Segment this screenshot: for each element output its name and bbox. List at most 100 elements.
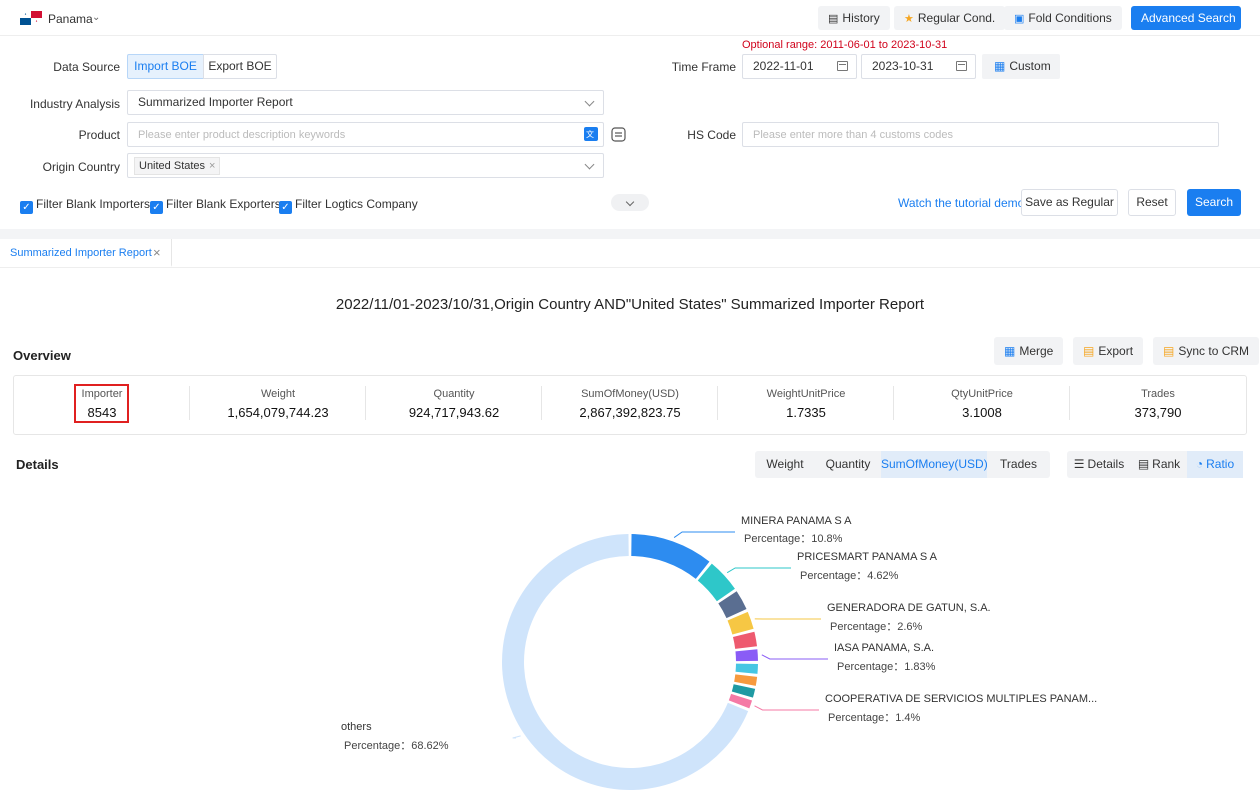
sync-crm-label: Sync to CRM xyxy=(1178,344,1250,358)
list-icon: ☰ xyxy=(1073,457,1085,471)
translate-icon[interactable]: 文 xyxy=(584,127,598,141)
industry-select[interactable]: Summarized Importer Report xyxy=(127,90,604,115)
metric-quantity[interactable]: Quantity xyxy=(825,457,871,471)
stat-label: SumOfMoney(USD) xyxy=(581,388,679,400)
fold-conditions-button[interactable]: ▣ Fold Conditions xyxy=(1004,6,1122,30)
tab-summarized-importer-report[interactable]: Summarized Importer Report × xyxy=(0,239,172,267)
date-to-input[interactable]: 2023-10-31 xyxy=(861,54,976,79)
filter-blank-exporters-checkbox[interactable]: ✓ Filter Blank Exporters xyxy=(150,197,281,214)
fold-conditions-label: Fold Conditions xyxy=(1028,11,1112,25)
stat-value: 1,654,079,744.23 xyxy=(227,405,329,420)
stat-value: 924,717,943.62 xyxy=(408,405,500,420)
pie-slice[interactable] xyxy=(728,693,753,709)
filter-logistics-checkbox[interactable]: ✓ Filter Logtics Company xyxy=(279,197,418,214)
ai-assist-icon[interactable] xyxy=(611,127,626,142)
reset-button[interactable]: Reset xyxy=(1128,189,1176,216)
slice-name-label: GENERADORA DE GATUN, S.A. xyxy=(827,602,991,614)
industry-value: Summarized Importer Report xyxy=(138,95,293,109)
stat-quantity: Quantity 924,717,943.62 xyxy=(366,376,542,434)
time-frame-label: Time Frame xyxy=(671,60,736,74)
stat-divider xyxy=(717,386,718,420)
export-button[interactable]: ▤ Export xyxy=(1073,337,1144,365)
stat-label: Importer xyxy=(81,388,123,400)
merge-button[interactable]: ▦ Merge xyxy=(994,337,1064,365)
filter-blank-importers-label: Filter Blank Importers xyxy=(36,197,151,211)
date-from-input[interactable]: 2022-11-01 xyxy=(742,54,857,79)
view-switcher: ☰ Details ▤ Rank ◔ Ratio xyxy=(1067,451,1243,478)
import-boe-button[interactable]: Import BOE xyxy=(127,54,204,79)
view-rank-label: Rank xyxy=(1152,457,1181,471)
label-leader-line xyxy=(512,735,521,739)
hs-code-label: HS Code xyxy=(687,128,736,142)
pie-slice[interactable] xyxy=(697,563,735,602)
pie-slice[interactable] xyxy=(731,684,756,698)
date-from-value: 2022-11-01 xyxy=(753,59,814,73)
origin-country-tag: United States × xyxy=(134,157,221,175)
stat-sum-of-money: SumOfMoney(USD) 2,867,392,823.75 xyxy=(542,376,718,434)
filter-blank-importers-checkbox[interactable]: ✓ Filter Blank Importers xyxy=(20,197,150,214)
details-heading: Details xyxy=(16,457,59,472)
pie-slice[interactable] xyxy=(718,591,747,619)
slice-name-label: PRICESMART PANAMA S A xyxy=(797,551,938,563)
sync-crm-button[interactable]: ▤ Sync to CRM xyxy=(1153,337,1260,365)
slice-percentage-label: Percentage：1.4% xyxy=(828,712,921,724)
save-as-regular-button[interactable]: Save as Regular xyxy=(1021,189,1118,216)
highlight-box xyxy=(74,384,129,423)
pie-slice[interactable] xyxy=(727,611,754,635)
product-label: Product xyxy=(78,128,120,142)
ratio-donut-chart: MINERA PANAMA S A Percentage：10.8% PRICESM… xyxy=(341,515,1097,790)
hs-code-placeholder: Please enter more than 4 customs codes xyxy=(753,129,953,141)
expand-conditions-button[interactable] xyxy=(611,194,649,211)
tab-label: Summarized Importer Report xyxy=(10,247,152,259)
stat-value: 8543 xyxy=(87,405,117,420)
advanced-search-button[interactable]: Advanced Search › xyxy=(1131,6,1241,49)
search-button[interactable]: Search xyxy=(1187,189,1241,216)
optional-range-note: Optional range: 2011-06-01 to 2023-10-31 xyxy=(742,39,948,51)
date-to-value: 2023-10-31 xyxy=(872,59,934,73)
metric-weight[interactable]: Weight xyxy=(766,457,804,471)
pie-slice[interactable] xyxy=(631,534,710,579)
view-rank[interactable]: ▤ Rank xyxy=(1131,451,1187,478)
metric-trades[interactable]: Trades xyxy=(1000,457,1037,471)
close-icon[interactable]: × xyxy=(153,245,161,260)
slice-name-label: MINERA PANAMA S A xyxy=(741,515,852,527)
regular-cond-button[interactable]: ★ Regular Cond. xyxy=(894,6,1006,30)
pie-slice[interactable] xyxy=(734,674,758,686)
tutorial-link[interactable]: Watch the tutorial demo xyxy=(898,196,1025,210)
country-selector[interactable]: Panama xyxy=(48,12,93,26)
sync-icon: ▤ xyxy=(1163,344,1175,358)
stat-divider xyxy=(365,386,366,420)
history-button[interactable]: ▤ History xyxy=(818,6,890,30)
pie-slice[interactable] xyxy=(735,663,758,674)
industry-analysis-label: Industry Analysis xyxy=(29,97,120,111)
product-input[interactable]: Please enter product description keyword… xyxy=(127,122,604,147)
tab-underline xyxy=(0,267,1260,268)
stat-weight-unit-price: WeightUnitPrice 1.7335 xyxy=(718,376,894,434)
metric-sum-of-money[interactable]: SumOfMoney(USD) xyxy=(881,451,988,478)
view-details[interactable]: ☰ Details xyxy=(1067,451,1131,478)
pie-slice[interactable] xyxy=(732,631,758,649)
section-divider xyxy=(0,229,1260,239)
checkbox-checked-icon: ✓ xyxy=(150,201,163,214)
stat-label: QtyUnitPrice xyxy=(951,388,1013,400)
chevron-down-icon[interactable]: ⌄ xyxy=(92,12,101,23)
metric-switcher: Weight Quantity SumOfMoney(USD) Trades xyxy=(755,451,1050,478)
export-boe-button[interactable]: Export BOE xyxy=(203,54,277,79)
history-icon: ▤ xyxy=(828,13,839,25)
calendar-icon xyxy=(837,61,848,71)
tag-close-icon[interactable]: × xyxy=(209,160,216,172)
hs-code-input[interactable]: Please enter more than 4 customs codes xyxy=(742,122,1219,147)
custom-button[interactable]: ▦ Custom xyxy=(982,54,1060,79)
view-ratio[interactable]: ◔ Ratio xyxy=(1187,451,1243,478)
rank-icon: ▤ xyxy=(1137,457,1150,471)
pie-slice[interactable] xyxy=(735,649,758,662)
data-source-label: Data Source xyxy=(53,60,120,74)
stat-label: WeightUnitPrice xyxy=(766,388,846,400)
origin-country-select[interactable]: United States × xyxy=(127,153,604,178)
stat-divider xyxy=(1069,386,1070,420)
overview-heading: Overview xyxy=(13,348,71,363)
stat-label: Trades xyxy=(1141,388,1175,400)
stat-divider xyxy=(189,386,190,420)
slice-percentage-label: Percentage：1.83% xyxy=(837,661,936,673)
custom-icon: ▦ xyxy=(994,59,1006,73)
